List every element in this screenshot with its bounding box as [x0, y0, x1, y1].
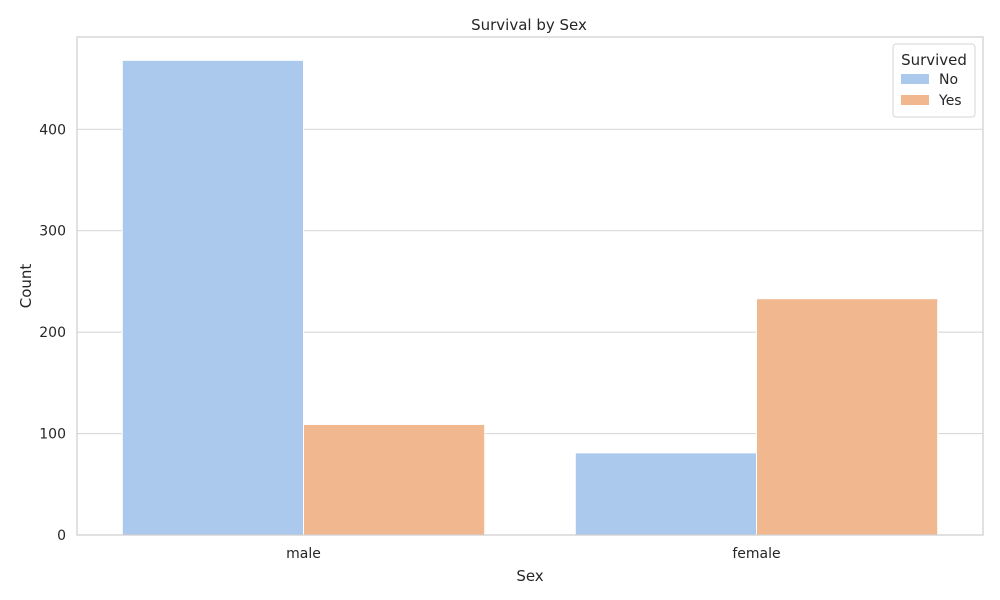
- bar-no-male: [121, 59, 304, 536]
- plot-frame: [76, 36, 984, 536]
- bar-yes-female: [756, 298, 939, 536]
- chart-title: Survival by Sex: [471, 16, 587, 34]
- legend-items: No Yes: [901, 72, 962, 109]
- y-tick-label: 300: [39, 224, 66, 240]
- y-tick-label: 0: [57, 528, 66, 544]
- x-axis-ticks: male female: [286, 546, 781, 562]
- x-tick-label: male: [286, 546, 321, 562]
- legend-swatch: [901, 95, 929, 105]
- bar-yes-male: [303, 423, 486, 536]
- legend-label: Yes: [938, 93, 962, 109]
- legend-swatch: [901, 74, 929, 84]
- y-axis-ticks: 0 100 200 300 400: [39, 122, 66, 544]
- y-tick-label: 100: [39, 427, 66, 443]
- bar-no-female: [574, 452, 757, 536]
- legend-label: No: [939, 72, 958, 88]
- x-axis-title: Sex: [516, 567, 543, 585]
- y-axis-title: Count: [17, 264, 35, 309]
- bars: [121, 59, 939, 536]
- y-tick-label: 400: [39, 122, 66, 138]
- legend: Survived No Yes: [892, 43, 976, 118]
- y-tick-label: 200: [39, 325, 66, 341]
- legend-title: Survived: [901, 51, 967, 69]
- x-tick-label: female: [732, 546, 780, 562]
